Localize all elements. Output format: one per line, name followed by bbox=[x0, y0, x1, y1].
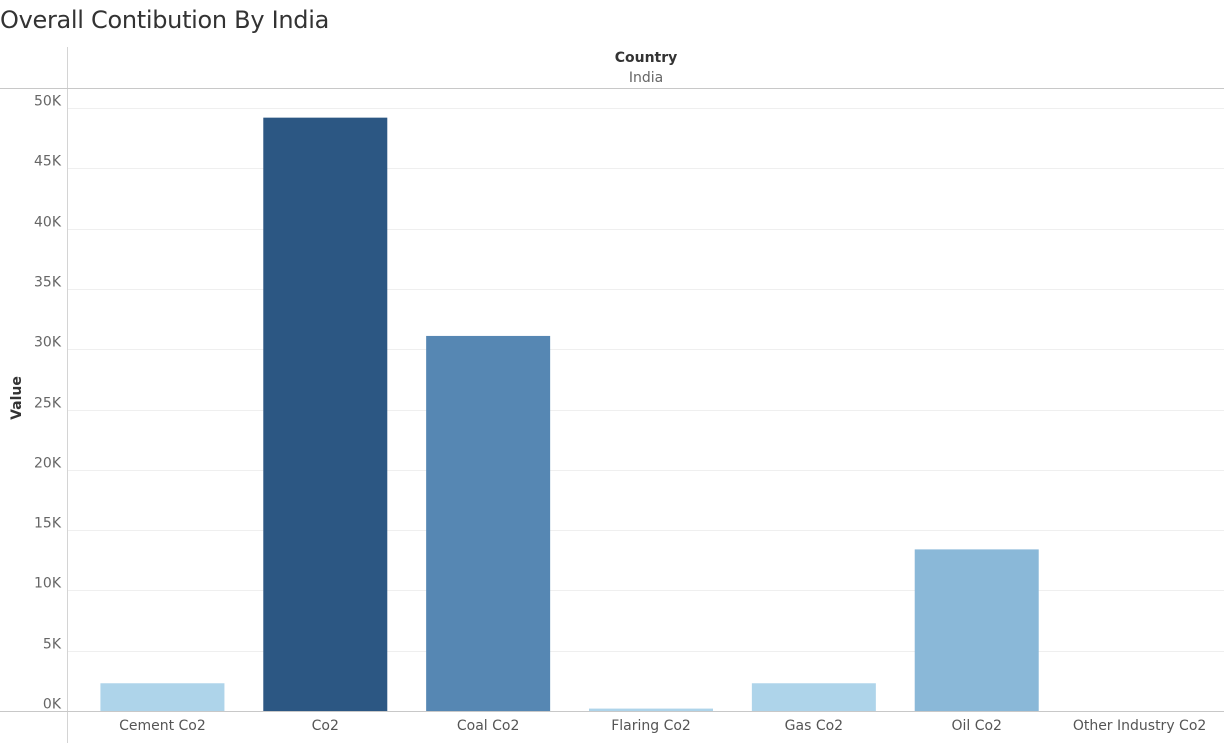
y-tick-label: 50K bbox=[34, 94, 62, 110]
bar bbox=[751, 683, 876, 711]
x-category-label: Gas Co2 bbox=[785, 718, 843, 734]
column-header-field: Country bbox=[614, 50, 678, 66]
y-tick-label: 0K bbox=[43, 697, 62, 713]
bar bbox=[589, 708, 713, 711]
y-tick-label: 25K bbox=[34, 396, 62, 412]
bar bbox=[263, 117, 388, 711]
y-axis-ticks: 0K 5K 10K 15K 20K 25K 30K 35K 40K 45K 50K bbox=[34, 94, 62, 713]
bar bbox=[914, 549, 1039, 711]
y-tick-label: 10K bbox=[34, 576, 62, 592]
bars bbox=[100, 117, 1039, 711]
y-tick-label: 15K bbox=[34, 516, 62, 532]
y-tick-label: 20K bbox=[34, 456, 62, 472]
bar bbox=[426, 335, 551, 711]
y-axis-title: Value bbox=[9, 376, 25, 420]
x-category-label: Co2 bbox=[312, 718, 339, 734]
y-tick-label: 45K bbox=[34, 154, 62, 170]
x-category-label: Cement Co2 bbox=[119, 718, 206, 734]
y-tick-label: 35K bbox=[34, 275, 62, 291]
chart-title: Overall Contibution By India bbox=[0, 6, 329, 34]
x-axis-categories: Cement Co2 Co2 Coal Co2 Flaring Co2 Gas Co2 O… bbox=[119, 718, 1206, 734]
y-tick-label: 30K bbox=[34, 335, 62, 351]
gridlines bbox=[68, 108, 1224, 652]
bar bbox=[100, 683, 225, 711]
x-category-label: Other Industry Co2 bbox=[1073, 718, 1207, 734]
x-category-label: Coal Co2 bbox=[457, 718, 520, 734]
y-tick-label: 40K bbox=[34, 215, 62, 231]
x-category-label: Oil Co2 bbox=[951, 718, 1002, 734]
y-tick-label: 5K bbox=[43, 637, 62, 653]
column-header-value: India bbox=[628, 70, 664, 86]
x-category-label: Flaring Co2 bbox=[611, 718, 691, 734]
